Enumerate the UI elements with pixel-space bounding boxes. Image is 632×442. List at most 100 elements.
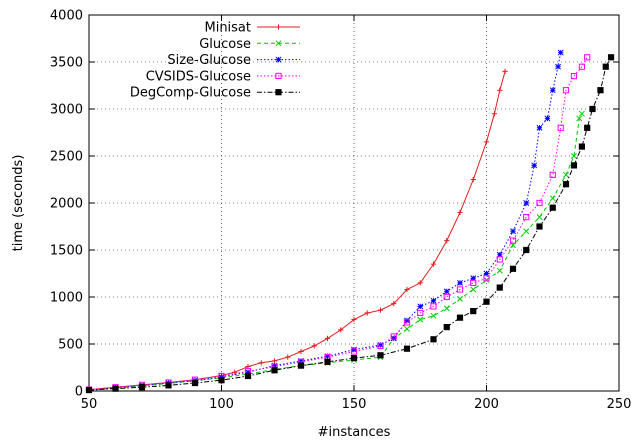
data-point xyxy=(232,369,238,375)
data-point xyxy=(271,367,278,374)
x-tick-label: 200 xyxy=(474,397,499,412)
series-line xyxy=(88,71,506,391)
data-point xyxy=(549,171,556,178)
data-point xyxy=(470,275,477,282)
y-tick-label: 500 xyxy=(58,338,83,353)
data-point xyxy=(377,342,384,349)
data-point xyxy=(218,373,225,380)
y-tick-label: 4000 xyxy=(50,9,83,24)
data-point xyxy=(456,314,464,321)
data-point xyxy=(457,209,463,215)
data-point xyxy=(483,298,490,305)
data-point xyxy=(417,303,424,310)
data-point xyxy=(509,237,517,244)
data-point xyxy=(576,115,583,122)
x-tick-label: 250 xyxy=(607,397,632,412)
series-0 xyxy=(86,68,508,393)
data-point xyxy=(597,87,604,94)
axes-layer: 50 100 150 200 25005001000150020002500300035… xyxy=(50,9,632,413)
data-point xyxy=(536,199,543,207)
legend-label: Size-Glucose xyxy=(167,53,251,68)
data-point xyxy=(470,279,477,286)
data-point xyxy=(470,308,477,315)
data-point xyxy=(245,369,251,376)
legend-marker xyxy=(275,40,282,47)
series-layer xyxy=(85,49,615,394)
data-point xyxy=(483,277,490,284)
data-point xyxy=(496,267,503,274)
legend-marker xyxy=(275,56,282,63)
data-point xyxy=(85,386,93,394)
legend-marker xyxy=(275,72,282,80)
data-point xyxy=(607,54,615,61)
data-point xyxy=(584,54,591,61)
data-point xyxy=(404,317,410,324)
y-axis-label: time (seconds) xyxy=(11,155,26,252)
y-tick-label: 2000 xyxy=(50,197,83,212)
data-point xyxy=(351,316,357,323)
data-point xyxy=(549,204,556,211)
data-point xyxy=(443,293,450,301)
data-point xyxy=(502,68,508,74)
data-point xyxy=(112,385,119,392)
data-point xyxy=(298,348,304,355)
series-1 xyxy=(86,110,585,394)
data-point xyxy=(536,214,543,221)
data-point xyxy=(562,181,570,188)
data-point xyxy=(444,238,450,244)
data-point xyxy=(584,124,591,131)
data-point xyxy=(297,362,305,369)
series-3 xyxy=(85,54,591,393)
data-point xyxy=(483,270,490,277)
data-point xyxy=(602,63,609,70)
x-tick-label: 150 xyxy=(342,397,367,412)
data-point xyxy=(443,323,450,331)
data-point xyxy=(258,360,264,366)
data-point xyxy=(536,124,543,131)
data-point xyxy=(483,139,490,145)
data-point xyxy=(324,353,331,360)
y-tick-label: 2500 xyxy=(50,150,83,165)
data-point xyxy=(549,87,556,94)
data-point xyxy=(457,279,463,286)
data-point xyxy=(557,49,564,56)
data-point xyxy=(430,303,437,310)
data-point xyxy=(138,384,146,391)
data-point xyxy=(563,171,569,178)
data-point xyxy=(523,228,530,235)
data-point xyxy=(430,312,437,319)
data-point xyxy=(570,162,578,169)
data-point xyxy=(570,153,577,159)
legend-label: DegComp-Glucose xyxy=(130,86,251,101)
data-point xyxy=(430,261,437,267)
legend-marker xyxy=(275,89,282,96)
data-point xyxy=(377,307,384,313)
data-point xyxy=(191,379,199,387)
data-point xyxy=(523,200,530,206)
data-point xyxy=(324,335,331,341)
data-point xyxy=(324,358,331,365)
series-2 xyxy=(86,49,564,394)
data-point xyxy=(390,333,397,340)
grid-layer xyxy=(89,15,619,391)
data-point xyxy=(377,352,384,359)
data-point xyxy=(430,297,437,304)
series-4 xyxy=(85,54,615,394)
data-point xyxy=(377,341,384,348)
data-point xyxy=(562,87,570,94)
data-point xyxy=(443,305,450,312)
data-point xyxy=(390,335,397,342)
data-point xyxy=(338,327,344,333)
data-point xyxy=(364,310,370,316)
y-tick-label: 3500 xyxy=(50,56,83,71)
data-point xyxy=(350,355,358,362)
legend-label: Glucose xyxy=(199,37,251,52)
data-point xyxy=(298,357,304,364)
data-point xyxy=(496,284,503,291)
y-tick-label: 3000 xyxy=(50,103,83,118)
data-point xyxy=(457,295,463,302)
data-point xyxy=(404,326,410,332)
series-line xyxy=(88,57,588,391)
data-point xyxy=(403,319,411,326)
